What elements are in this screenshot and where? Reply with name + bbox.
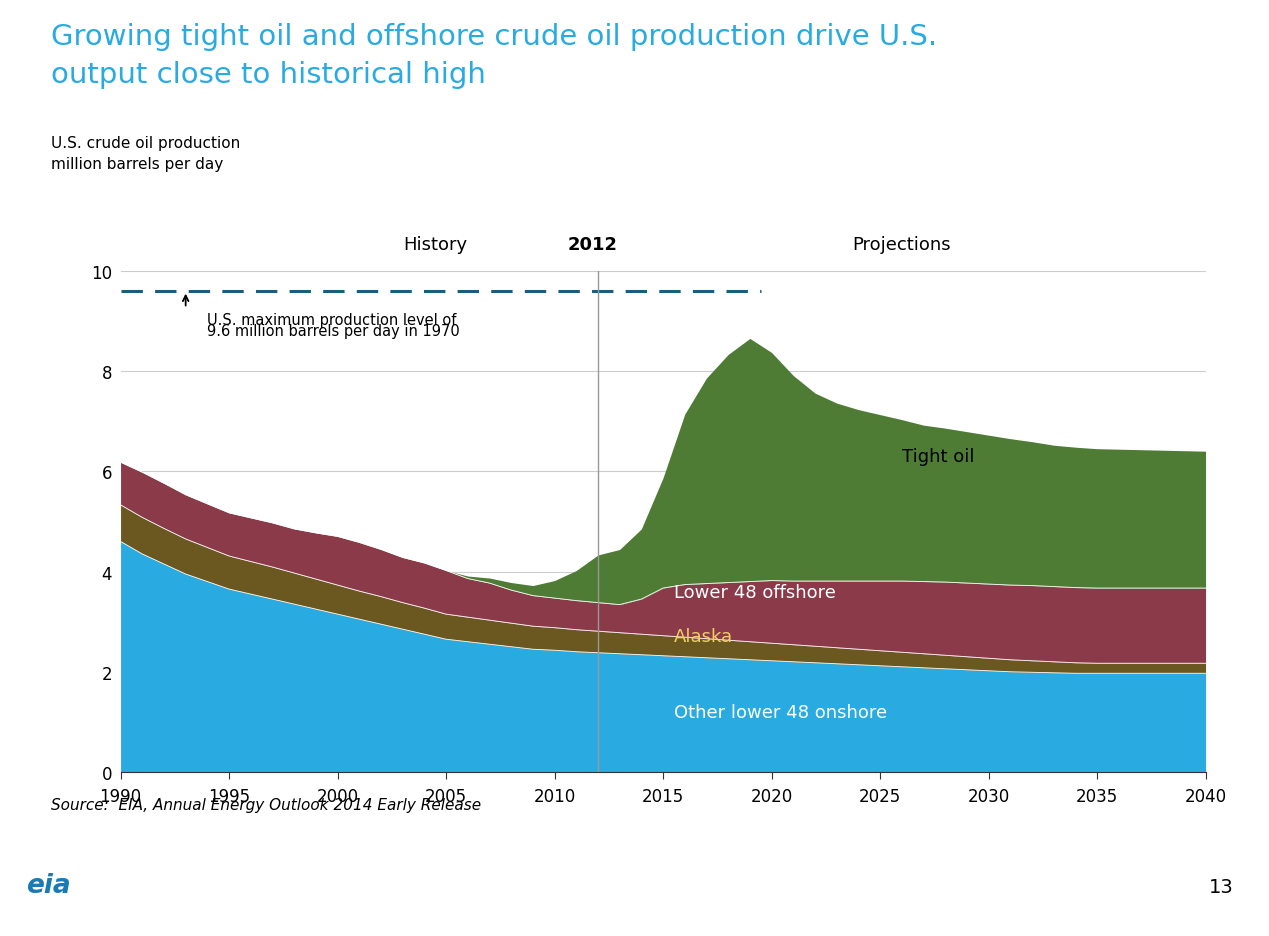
Text: 2012: 2012: [567, 236, 618, 254]
Text: Growing tight oil and offshore crude oil production drive U.S.: Growing tight oil and offshore crude oil…: [51, 23, 937, 51]
Text: 13: 13: [1208, 877, 1233, 897]
Text: output close to historical high: output close to historical high: [51, 61, 486, 89]
Text: Source:  EIA, Annual Energy Outlook 2014 Early Release: Source: EIA, Annual Energy Outlook 2014 …: [51, 797, 481, 812]
Text: Argus Americas Crude Summit: Argus Americas Crude Summit: [112, 860, 367, 878]
Text: Other lower 48 onshore: Other lower 48 onshore: [674, 703, 887, 721]
Text: History: History: [404, 236, 467, 254]
Text: January 22, 2014: January 22, 2014: [112, 898, 254, 915]
Circle shape: [840, 857, 1269, 916]
Text: Projections: Projections: [853, 236, 950, 254]
Text: eia: eia: [25, 872, 71, 898]
Text: Alaska: Alaska: [674, 627, 733, 645]
Text: Tight oil: Tight oil: [902, 447, 975, 466]
Text: U.S. maximum production level of: U.S. maximum production level of: [207, 313, 457, 328]
Text: Lower 48 offshore: Lower 48 offshore: [674, 583, 836, 601]
Text: million barrels per day: million barrels per day: [51, 157, 223, 172]
FancyBboxPatch shape: [0, 843, 117, 930]
Text: U.S. crude oil production: U.S. crude oil production: [51, 136, 240, 151]
Text: 9.6 million barrels per day in 1970: 9.6 million barrels per day in 1970: [207, 324, 461, 339]
